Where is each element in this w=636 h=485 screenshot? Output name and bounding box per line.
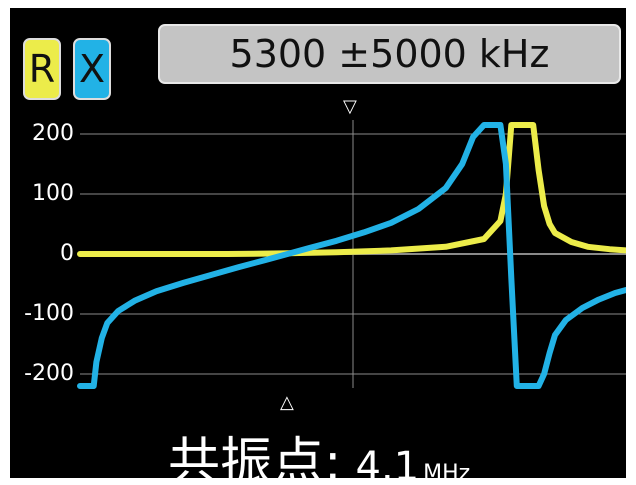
analyzer-screen: R X 5300 ±5000 kHz 200 100 0 -100 -200 ▽ △ 共… <box>10 8 626 478</box>
sweep-range-display[interactable]: 5300 ±5000 kHz <box>158 24 621 84</box>
y-tick-label: 100 <box>32 181 74 206</box>
resonance-value: 4.1 <box>355 444 420 478</box>
resonance-label: 共振点: <box>168 433 342 478</box>
series-x-line <box>77 122 626 389</box>
center-marker-top: ▽ <box>343 96 357 117</box>
chart-series <box>77 122 626 389</box>
series-r-line <box>77 122 626 257</box>
x-series-badge[interactable]: X <box>73 38 111 100</box>
resonance-unit: MHz <box>423 461 471 478</box>
resonance-marker: △ <box>280 392 294 413</box>
resonance-readout: 共振点: 4.1 MHz <box>168 420 470 478</box>
y-tick-label: -200 <box>24 361 74 386</box>
impedance-chart <box>77 120 626 389</box>
r-series-badge[interactable]: R <box>23 38 61 100</box>
y-tick-label: -100 <box>24 301 74 326</box>
y-tick-label: 200 <box>32 121 74 146</box>
y-tick-label: 0 <box>60 241 74 266</box>
